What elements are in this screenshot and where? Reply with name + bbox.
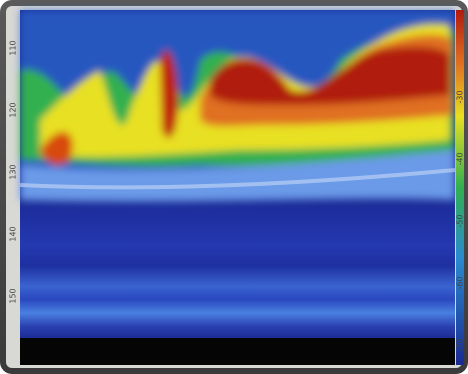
depth-label: 150 xyxy=(9,288,18,303)
depth-label: 130 xyxy=(9,164,18,179)
depth-label: 120 xyxy=(9,102,18,117)
scale-label: -60 xyxy=(456,276,465,289)
scale-label: -50 xyxy=(456,214,465,227)
echogram-screen: 110 120 130 140 150 -70 -60 -50 -40 -30 xyxy=(0,0,468,374)
scale-label: -70 xyxy=(456,338,465,351)
color-scale-bar xyxy=(456,10,464,365)
depth-label: 140 xyxy=(9,226,18,241)
depth-label: 110 xyxy=(9,40,18,55)
scale-label: -40 xyxy=(456,152,465,165)
echogram xyxy=(20,10,455,365)
page: 110120130140150 -70-60-50-40-30 (() => {… xyxy=(0,0,468,374)
scale-label: -30 xyxy=(456,90,465,103)
